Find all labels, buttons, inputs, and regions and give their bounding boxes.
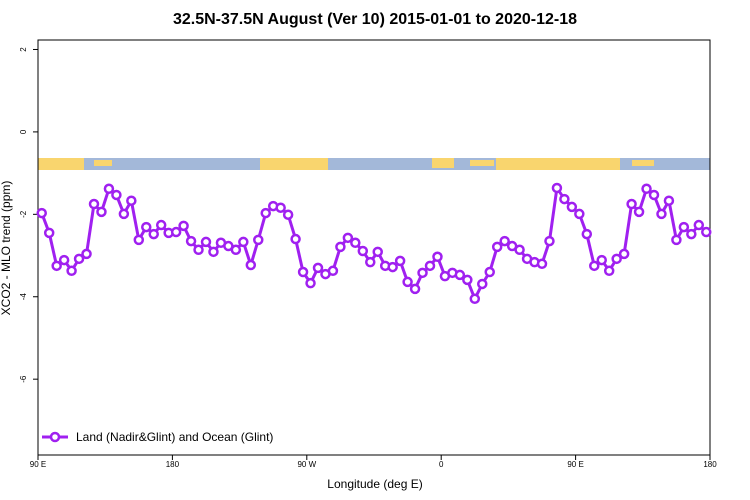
data-point	[185, 235, 197, 247]
data-point	[566, 201, 578, 213]
x-tick-label: 0	[439, 460, 444, 469]
data-point	[208, 246, 219, 258]
data-point	[193, 244, 204, 256]
data-point	[275, 202, 286, 213]
data-point	[618, 248, 630, 260]
data-point	[424, 260, 436, 272]
data-point	[297, 266, 309, 278]
data-point	[454, 269, 466, 281]
data-point	[394, 255, 406, 267]
data-point	[633, 206, 645, 218]
data-point	[559, 193, 570, 205]
y-tick-label: -2	[19, 210, 28, 218]
x-tick-label: 90 E	[567, 460, 583, 469]
data-point	[656, 208, 667, 220]
data-point	[81, 248, 92, 260]
data-point	[611, 253, 622, 265]
data-point	[133, 234, 145, 246]
y-tick-label: -6	[19, 375, 28, 383]
x-tick-label: 90 E	[30, 460, 46, 469]
plot-frame	[37, 39, 711, 456]
data-point	[701, 226, 712, 238]
data-point	[626, 198, 637, 210]
data-point	[357, 245, 369, 257]
data-point	[432, 251, 443, 263]
data-point	[312, 262, 324, 274]
data-point	[514, 244, 525, 256]
legend-label: Land (Nadir&Glint) and Ocean (Glint)	[76, 430, 273, 444]
data-point	[491, 241, 503, 253]
data-point	[581, 228, 593, 240]
data-point	[245, 259, 257, 271]
data-point	[73, 253, 85, 265]
data-point	[462, 274, 473, 286]
land-ocean-strip	[38, 158, 710, 170]
data-point	[305, 277, 316, 289]
y-tick-label: 0	[19, 129, 28, 134]
data-point	[402, 276, 413, 288]
y-axis-label: XCO2 - MLO trend (ppm)	[0, 181, 13, 316]
data-point	[260, 207, 271, 219]
data-point	[178, 220, 189, 232]
data-point	[409, 283, 421, 295]
data-point	[678, 221, 690, 233]
data-point	[693, 219, 705, 231]
data-point	[350, 237, 361, 249]
data-point	[58, 254, 70, 266]
data-point	[36, 207, 47, 219]
x-axis-label: Longitude (deg E)	[327, 477, 422, 491]
data-point	[148, 228, 159, 240]
x-tick-label: 90 W	[297, 460, 316, 469]
data-point	[387, 261, 398, 273]
data-point	[118, 208, 130, 220]
data-point	[469, 293, 481, 305]
data-point	[43, 227, 55, 239]
data-point	[477, 278, 488, 290]
legend-marker	[49, 431, 61, 443]
y-tick-label: -4	[19, 293, 28, 301]
data-point	[155, 219, 167, 231]
data-point	[544, 235, 555, 247]
data-point	[372, 246, 383, 258]
data-point	[327, 265, 339, 277]
data-point	[170, 226, 182, 238]
data-point	[574, 208, 585, 220]
data-point	[88, 198, 100, 210]
data-point	[335, 241, 346, 253]
data-point	[282, 209, 294, 220]
data-point	[417, 267, 428, 279]
y-tick-label: 2	[19, 47, 28, 52]
data-point	[686, 228, 697, 240]
data-point	[536, 258, 548, 270]
data-point	[238, 236, 249, 248]
data-point	[126, 195, 137, 206]
data-point	[141, 221, 152, 233]
data-point	[589, 260, 600, 272]
data-point	[663, 195, 675, 206]
data-point	[484, 266, 495, 278]
data-point	[499, 235, 510, 247]
data-point	[51, 260, 62, 272]
data-point	[596, 254, 607, 266]
data-point	[365, 256, 376, 268]
data-point	[103, 183, 115, 195]
data-point	[551, 182, 563, 194]
data-point	[603, 265, 615, 277]
data-point	[66, 265, 77, 277]
data-point	[200, 236, 212, 248]
x-tick-label: 180	[703, 460, 717, 469]
data-point	[671, 234, 682, 246]
data-point	[342, 232, 354, 244]
data-point	[230, 244, 242, 256]
data-point	[290, 233, 301, 245]
x-tick-label: 180	[166, 460, 180, 469]
data-point	[253, 234, 264, 246]
data-point	[648, 189, 660, 201]
data-point	[111, 189, 122, 201]
data-point	[96, 206, 107, 218]
chart-title: 32.5N-37.5N August (Ver 10) 2015-01-01 t…	[173, 11, 577, 28]
data-point	[641, 183, 652, 195]
